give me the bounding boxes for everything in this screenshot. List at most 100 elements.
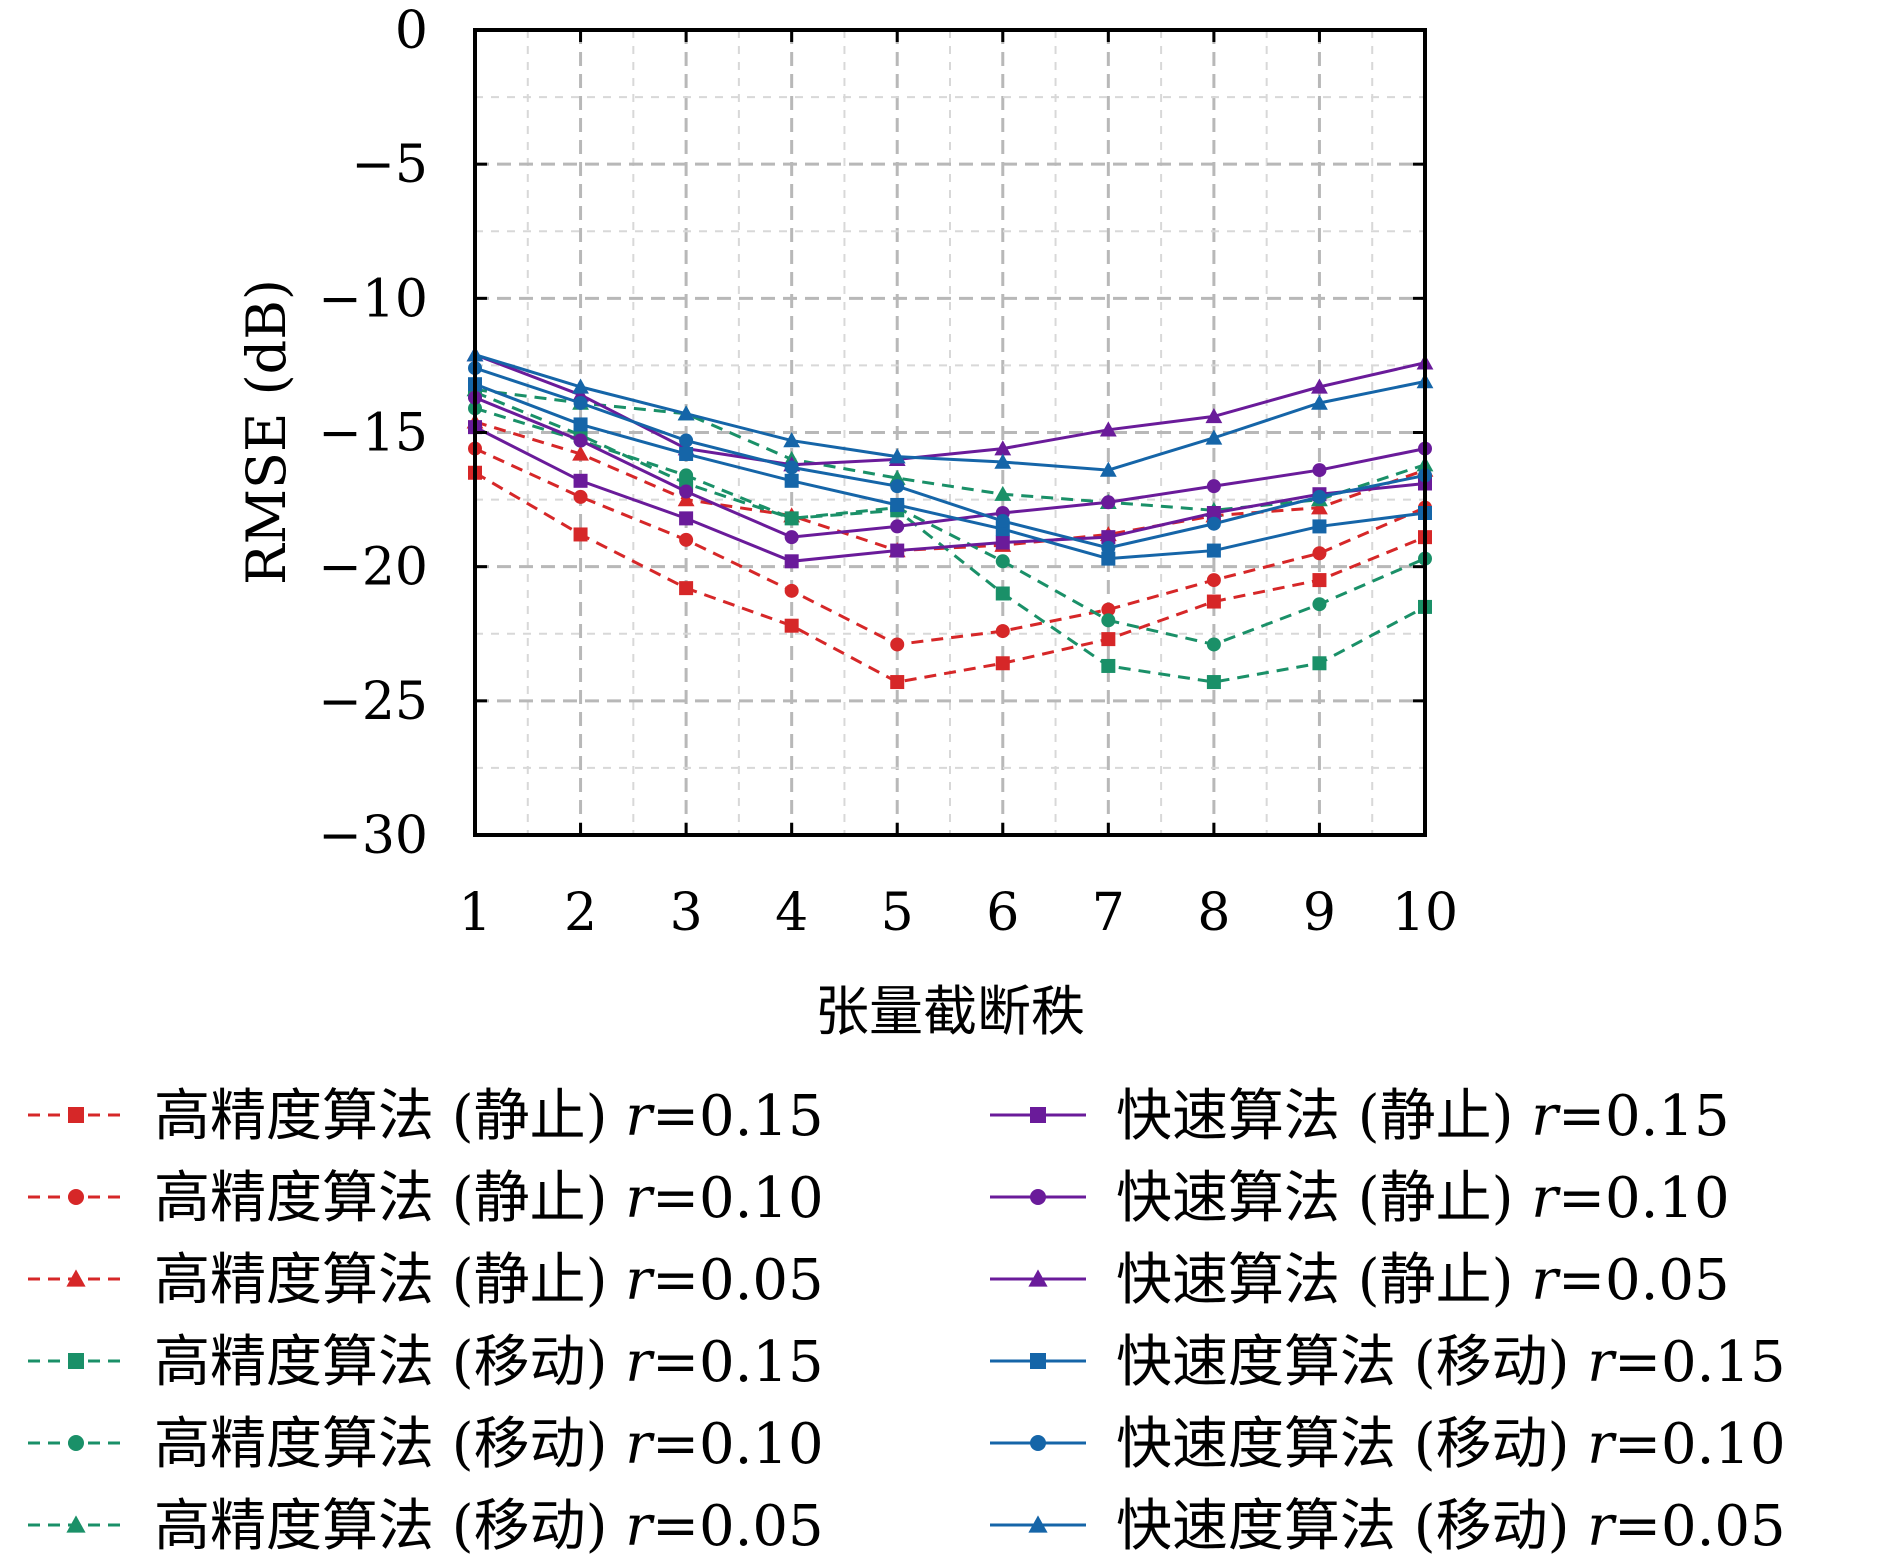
legend-label-text: 高精度算法 (静止): [154, 1084, 625, 1149]
legend-label-text: 快速算法 (静止): [1116, 1248, 1531, 1313]
legend-entry: 高精度算法 (移动) r=0.05: [28, 1494, 824, 1559]
legend-label-value: =0.10: [1614, 1412, 1786, 1477]
data-point-marker: [679, 484, 694, 499]
legend-label-value: =0.05: [652, 1248, 824, 1313]
legend-label-r: r: [1587, 1330, 1617, 1395]
legend-label-value: =0.05: [1614, 1494, 1786, 1559]
data-point-marker: [995, 656, 1010, 671]
data-point-marker: [1206, 506, 1221, 520]
legend-label-value: =0.15: [1558, 1084, 1730, 1149]
series-line: [474, 425, 1426, 563]
data-point-marker: [1311, 499, 1328, 515]
legend-swatch-marker: [1030, 1435, 1046, 1451]
series-line: [474, 353, 1426, 472]
data-point-marker: [677, 491, 695, 507]
y-tick-label: −5: [351, 135, 428, 195]
legend-entry: 高精度算法 (移动) r=0.15: [28, 1330, 824, 1395]
data-point-marker: [784, 511, 799, 526]
x-tick-label: 4: [775, 883, 808, 943]
legend-label-value: =0.15: [652, 1330, 824, 1395]
data-point-marker: [1311, 394, 1328, 410]
data-point-marker: [1099, 461, 1117, 477]
legend-label-r: r: [625, 1248, 655, 1313]
data-point-marker: [573, 433, 588, 448]
data-point-marker: [1312, 519, 1327, 534]
data-point-marker: [1101, 658, 1116, 673]
legend-label-value: =0.10: [1558, 1166, 1730, 1231]
series-9: [466, 346, 1434, 472]
data-point-marker: [784, 473, 799, 488]
legend-label-text: 快速度算法 (移动): [1116, 1330, 1587, 1395]
data-point-marker: [995, 535, 1010, 550]
legend-entry: 快速度算法 (移动) r=0.15: [990, 1330, 1786, 1395]
legend-swatch-marker: [68, 1353, 84, 1369]
data-point-marker: [1101, 602, 1116, 617]
series-line: [474, 447, 1426, 647]
data-point-marker: [677, 405, 695, 421]
legend-label-text: 快速度算法 (移动): [1116, 1412, 1587, 1477]
data-point-marker: [1312, 463, 1327, 478]
legend-entry: 高精度算法 (静止) r=0.15: [28, 1084, 824, 1149]
data-point-marker: [890, 675, 905, 690]
data-point-marker: [784, 583, 799, 598]
legend-label-text: 快速算法 (静止): [1116, 1084, 1531, 1149]
data-point-marker: [994, 453, 1012, 469]
data-point-marker: [1206, 637, 1221, 652]
legend-label-r: r: [625, 1494, 655, 1559]
series-line: [474, 396, 1426, 539]
legend-label-value: =0.15: [652, 1084, 824, 1149]
legend-label: 快速算法 (静止) r=0.10: [1116, 1166, 1730, 1231]
data-point-marker: [679, 446, 694, 461]
legend-entry: 高精度算法 (静止) r=0.10: [28, 1166, 824, 1231]
data-point-marker: [1101, 495, 1116, 510]
data-point-marker: [679, 532, 694, 547]
legend-label-text: 高精度算法 (静止): [154, 1248, 625, 1313]
legend-label-r: r: [625, 1084, 655, 1149]
data-point-marker: [1206, 675, 1221, 690]
legend-label-value: =0.05: [652, 1494, 824, 1559]
data-point-marker: [1206, 479, 1221, 494]
series-8: [468, 390, 1432, 545]
data-point-marker: [573, 489, 588, 504]
legend-label-r: r: [625, 1166, 655, 1231]
x-tick-label: 6: [986, 883, 1019, 943]
series-2: [468, 441, 1432, 652]
data-point-marker: [1312, 489, 1327, 504]
series-line: [474, 382, 1426, 561]
series-lines: [466, 346, 1434, 690]
legend-label: 高精度算法 (静止) r=0.15: [154, 1084, 824, 1149]
data-point-marker: [784, 554, 799, 569]
data-point-marker: [994, 440, 1012, 456]
y-axis-title: RMSE (dB): [235, 279, 298, 585]
legend-entry: 快速度算法 (移动) r=0.05: [990, 1494, 1786, 1559]
x-tick-label: 3: [670, 883, 703, 943]
x-tick-label: 10: [1392, 883, 1458, 943]
legend-label: 快速度算法 (移动) r=0.10: [1116, 1412, 1786, 1477]
legend-label: 高精度算法 (移动) r=0.10: [154, 1412, 824, 1477]
legend-swatch-marker: [1028, 1515, 1048, 1533]
legend-entry: 快速算法 (静止) r=0.10: [990, 1166, 1730, 1231]
legend-entry: 高精度算法 (移动) r=0.10: [28, 1412, 824, 1477]
data-point-marker: [995, 624, 1010, 639]
data-point-marker: [573, 473, 588, 488]
data-point-marker: [994, 485, 1012, 501]
data-point-marker: [679, 433, 694, 448]
series-line: [474, 366, 1426, 550]
legend-label-text: 高精度算法 (移动): [154, 1330, 625, 1395]
legend-label-text: 快速度算法 (移动): [1116, 1494, 1587, 1559]
legend-label-r: r: [625, 1412, 655, 1477]
x-tick-label: 5: [881, 883, 914, 943]
legend-label-r: r: [1587, 1494, 1617, 1559]
legend-label: 高精度算法 (移动) r=0.15: [154, 1330, 824, 1395]
legend-label-r: r: [1531, 1166, 1561, 1231]
data-point-marker: [890, 497, 905, 512]
legend-label-text: 高精度算法 (移动): [154, 1494, 625, 1559]
legend-entry: 快速算法 (静止) r=0.05: [990, 1248, 1730, 1313]
data-point-marker: [1205, 429, 1223, 445]
legend-label: 高精度算法 (静止) r=0.05: [154, 1248, 824, 1313]
data-point-marker: [679, 581, 694, 596]
series-line: [474, 471, 1426, 684]
data-point-marker: [890, 479, 905, 494]
legend-label-text: 快速算法 (静止): [1116, 1166, 1531, 1231]
